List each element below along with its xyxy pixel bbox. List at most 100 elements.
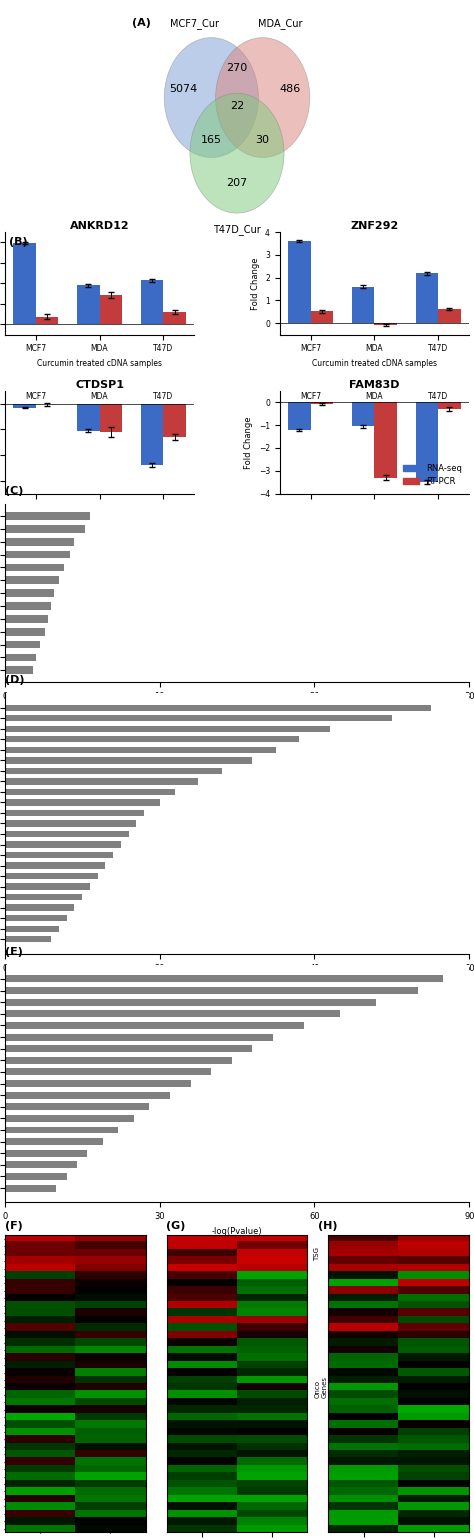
Bar bbox=[5, 926, 59, 932]
Bar bbox=[352, 402, 374, 427]
Bar bbox=[5, 1010, 340, 1018]
Bar bbox=[5, 705, 430, 711]
Bar bbox=[5, 725, 330, 731]
Bar bbox=[164, 311, 186, 325]
Bar bbox=[5, 537, 74, 545]
Bar bbox=[5, 893, 82, 901]
Text: MDA: MDA bbox=[365, 391, 383, 400]
Bar bbox=[5, 1033, 273, 1041]
Bar bbox=[13, 243, 36, 325]
Bar bbox=[5, 628, 45, 636]
Bar bbox=[5, 564, 64, 571]
Bar bbox=[374, 402, 397, 477]
Text: (A): (A) bbox=[132, 18, 151, 28]
Text: 270: 270 bbox=[227, 63, 247, 72]
Bar bbox=[288, 402, 310, 430]
Bar bbox=[13, 403, 36, 408]
Text: 165: 165 bbox=[201, 136, 222, 145]
Bar bbox=[5, 602, 51, 610]
Bar bbox=[5, 1023, 304, 1029]
Y-axis label: Fold Change: Fold Change bbox=[244, 416, 253, 468]
Text: MDA_Cur: MDA_Cur bbox=[257, 18, 302, 29]
Text: (G): (G) bbox=[166, 1221, 185, 1230]
Title: ZNF292: ZNF292 bbox=[350, 222, 399, 231]
Title: CTDSP1: CTDSP1 bbox=[75, 380, 124, 390]
Bar bbox=[5, 1046, 253, 1052]
Text: TSG: TSG bbox=[314, 1247, 320, 1261]
Text: (D): (D) bbox=[5, 675, 24, 685]
Bar bbox=[77, 285, 100, 325]
Bar bbox=[5, 576, 59, 584]
Bar bbox=[5, 832, 128, 838]
Bar bbox=[5, 904, 74, 910]
Bar bbox=[438, 310, 461, 323]
Text: (C): (C) bbox=[5, 487, 23, 496]
Ellipse shape bbox=[164, 37, 258, 157]
Bar bbox=[5, 1184, 56, 1192]
Bar bbox=[5, 1069, 211, 1075]
Bar bbox=[5, 736, 299, 742]
X-axis label: Curcumin treated cDNA samples: Curcumin treated cDNA samples bbox=[37, 359, 162, 368]
Bar bbox=[5, 987, 418, 993]
Bar bbox=[5, 915, 67, 921]
Bar bbox=[5, 513, 90, 521]
Ellipse shape bbox=[190, 94, 284, 213]
Bar bbox=[5, 551, 70, 559]
Bar bbox=[5, 873, 98, 879]
Bar bbox=[5, 614, 48, 622]
Bar bbox=[5, 1103, 149, 1110]
Ellipse shape bbox=[216, 37, 310, 157]
Text: 22: 22 bbox=[230, 102, 244, 111]
Text: MCF7: MCF7 bbox=[300, 391, 321, 400]
Bar bbox=[5, 1056, 232, 1064]
Bar bbox=[5, 884, 90, 890]
X-axis label: -log(Pvalue): -log(Pvalue) bbox=[212, 978, 262, 987]
Bar bbox=[5, 862, 105, 869]
Bar bbox=[5, 1127, 118, 1133]
Bar bbox=[5, 525, 85, 533]
Bar bbox=[5, 653, 36, 661]
Bar bbox=[5, 852, 113, 858]
Text: (B): (B) bbox=[9, 237, 28, 248]
X-axis label: -log(Pvalue): -log(Pvalue) bbox=[212, 1227, 262, 1235]
Bar bbox=[5, 667, 33, 675]
Y-axis label: Fold Change: Fold Change bbox=[250, 257, 259, 310]
Bar bbox=[5, 936, 51, 942]
Bar bbox=[164, 403, 186, 437]
Text: (E): (E) bbox=[5, 947, 23, 956]
Bar bbox=[416, 402, 438, 482]
Bar bbox=[100, 294, 122, 325]
Bar bbox=[5, 810, 144, 816]
Text: MDA: MDA bbox=[91, 391, 109, 400]
X-axis label: Curcumin treated cDNA samples: Curcumin treated cDNA samples bbox=[312, 359, 437, 368]
Text: (H): (H) bbox=[318, 1221, 337, 1230]
Title: ANKRD12: ANKRD12 bbox=[70, 222, 129, 231]
Bar bbox=[5, 999, 376, 1006]
Bar bbox=[77, 403, 100, 431]
Bar bbox=[100, 403, 122, 433]
Bar bbox=[141, 280, 164, 325]
Bar bbox=[5, 1138, 103, 1146]
Bar bbox=[5, 778, 198, 784]
X-axis label: Curcumin treated cDNA samples: Curcumin treated cDNA samples bbox=[312, 508, 437, 517]
Text: T47D_Cur: T47D_Cur bbox=[213, 223, 261, 234]
Text: 30: 30 bbox=[255, 136, 270, 145]
Bar bbox=[416, 273, 438, 323]
Text: MCF7_Cur: MCF7_Cur bbox=[170, 18, 219, 29]
Bar bbox=[5, 841, 121, 847]
Bar bbox=[310, 402, 333, 403]
Title: FAM83D: FAM83D bbox=[349, 380, 400, 390]
Bar bbox=[5, 768, 221, 775]
Bar bbox=[141, 403, 164, 465]
Bar bbox=[5, 590, 55, 598]
Bar bbox=[5, 641, 40, 648]
Bar bbox=[5, 715, 392, 721]
Bar bbox=[310, 311, 333, 323]
Text: 486: 486 bbox=[280, 85, 301, 94]
Bar bbox=[5, 975, 444, 983]
Bar bbox=[5, 1161, 77, 1169]
Bar bbox=[5, 788, 175, 795]
Bar bbox=[5, 758, 253, 764]
Text: T47D: T47D bbox=[153, 391, 173, 400]
Text: (F): (F) bbox=[5, 1221, 22, 1230]
